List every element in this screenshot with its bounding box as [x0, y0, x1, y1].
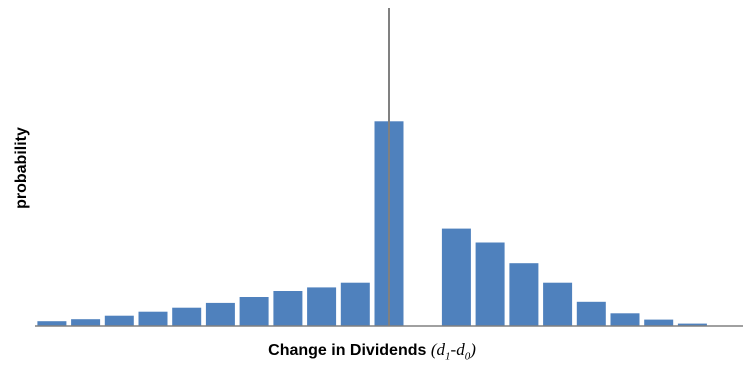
bar-7 [610, 313, 640, 326]
bar--1 [340, 282, 370, 326]
bar-4 [509, 263, 539, 326]
bar--7 [138, 311, 168, 326]
bar-6 [576, 301, 606, 326]
x-axis-label: Change in Dividends (d1-d0) [0, 340, 744, 362]
bar-2 [441, 228, 471, 326]
bar--3 [273, 291, 303, 326]
bar--8 [104, 315, 134, 326]
bar--10 [37, 321, 67, 326]
x-axis-label-text: Change in Dividends [268, 342, 427, 359]
x-axis-label-math: (d1-d0) [430, 340, 476, 363]
bar--6 [172, 307, 202, 326]
bar--5 [205, 302, 235, 326]
bar-9 [677, 323, 707, 326]
bar--9 [71, 319, 101, 326]
bar--4 [239, 297, 269, 326]
bar--2 [307, 287, 337, 326]
bar-8 [644, 319, 674, 326]
bar-5 [543, 282, 573, 326]
y-axis-label: probability [13, 127, 30, 209]
bars [37, 121, 707, 326]
bar-3 [475, 242, 505, 326]
